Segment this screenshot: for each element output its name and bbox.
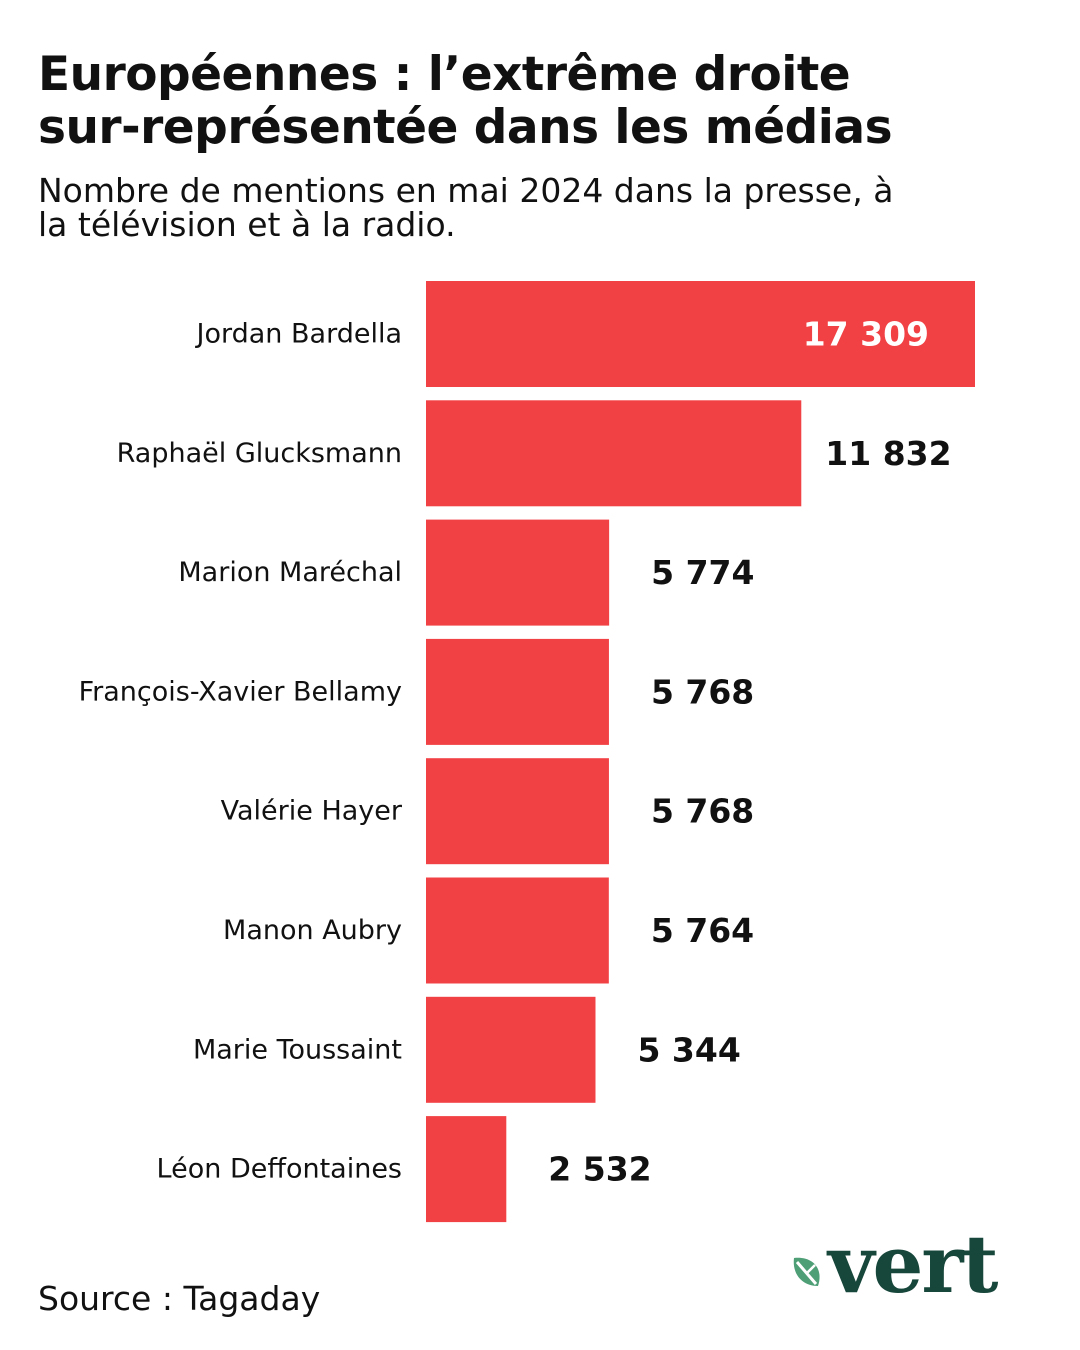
bar	[426, 877, 609, 984]
category-label: Marion Maréchal	[178, 557, 402, 588]
bar	[426, 638, 609, 745]
chart-subtitle-line-2: la télévision et à la radio.	[38, 205, 456, 244]
source-note: Source : Tagaday	[38, 1279, 321, 1318]
category-label: Valérie Hayer	[221, 796, 403, 827]
bar	[426, 996, 596, 1103]
category-label: Léon Deffontaines	[157, 1154, 402, 1185]
category-label: Marie Toussaint	[193, 1034, 402, 1065]
category-label: Jordan Bardella	[195, 319, 402, 350]
value-label: 11 832	[825, 434, 951, 473]
bar	[426, 519, 610, 626]
vert-logo: vert	[786, 1217, 1036, 1316]
chart-title: Européennes : l’extrême droite sur-repré…	[38, 48, 1048, 154]
chart-title-line-2: sur-représentée dans les médias	[38, 100, 893, 155]
chart-subtitle-line-1: Nombre de mentions en mai 2024 dans la p…	[38, 171, 894, 210]
category-label: Manon Aubry	[223, 915, 402, 946]
logo-wordmark: vert	[828, 1217, 998, 1311]
category-label: François-Xavier Bellamy	[79, 676, 402, 707]
chart-title-line-1: Européennes : l’extrême droite	[38, 47, 851, 102]
bar	[426, 281, 975, 387]
value-label: 5 764	[651, 911, 754, 950]
value-label: 5 774	[651, 553, 754, 592]
value-label: 5 768	[651, 792, 754, 831]
category-label: Raphaël Glucksmann	[117, 438, 402, 469]
bar-chart: Jordan Bardella 17 309 Raphaël Glucksmann 1…	[79, 281, 975, 1223]
value-label: 2 532	[548, 1150, 651, 1189]
bar	[426, 400, 802, 507]
value-label: 5 344	[637, 1030, 740, 1069]
bar	[426, 758, 609, 865]
value-label: 17 309	[803, 315, 929, 354]
bar	[426, 1116, 507, 1223]
leaf-icon	[793, 1257, 820, 1286]
chart-subtitle: Nombre de mentions en mai 2024 dans la p…	[38, 174, 1038, 242]
value-label: 5 768	[651, 672, 754, 711]
